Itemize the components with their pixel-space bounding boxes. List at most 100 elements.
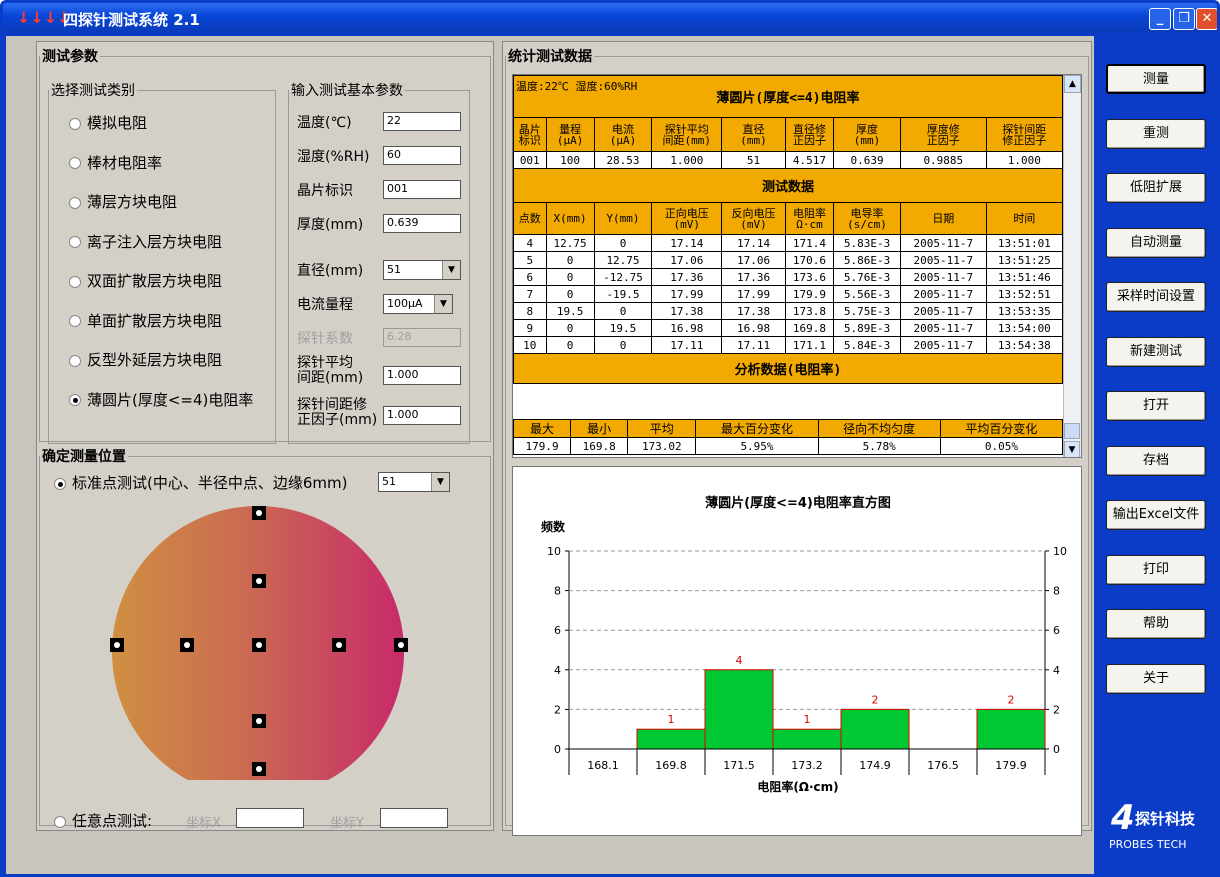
chevron-down-icon[interactable]: ▼ [431, 473, 449, 491]
radio-icon[interactable] [69, 275, 81, 288]
radio-icon[interactable] [54, 815, 66, 828]
sidebar-button-2[interactable]: 低阻扩展 [1106, 173, 1206, 203]
category-radio-5[interactable]: 单面扩散层方块电阻 [69, 310, 222, 331]
coord-x-input[interactable] [236, 808, 304, 828]
coord-y-input[interactable] [380, 808, 448, 828]
right-panel: 统计测试数据 温度:22℃ 湿度:60%RH 薄圆片(厚度<=4)电阻率 晶片 标识量… [502, 41, 1092, 836]
radio-icon[interactable] [69, 117, 81, 130]
radio-icon[interactable] [69, 315, 81, 327]
scroll-down-icon[interactable]: ▼ [1064, 441, 1080, 457]
header-text: 电阻率 [792, 206, 826, 220]
table-cell: 51 [721, 151, 786, 169]
table-row[interactable]: 7 0 -19.5 17.99 17.99 179.9 5.56E-3 2005-11-7 13… [513, 285, 1064, 303]
wafer-disc [112, 506, 404, 780]
x-tick-label: 171.5 [723, 759, 755, 772]
chevron-down-icon[interactable]: ▼ [434, 295, 452, 313]
sidebar-button-3[interactable]: 自动测量 [1106, 227, 1206, 258]
restore-button[interactable]: ❐ [1173, 8, 1195, 30]
header-text: 时间 [1013, 212, 1036, 225]
table-cell: 179.9 [513, 437, 572, 455]
sidebar-button-0[interactable]: 测量 [1106, 64, 1206, 94]
table-cell: -12.75 [593, 268, 653, 286]
category-radio-1[interactable]: 棒材电阻率 [69, 152, 162, 173]
table-row[interactable]: 10 0 0 17.11 17.11 171.1 5.84E-3 2005-11-7 13:54… [513, 336, 1064, 354]
category-radio-6[interactable]: 反型外延层方块电阻 [69, 349, 222, 370]
bar-value-label: 1 [668, 713, 675, 726]
category-radio-4[interactable]: 双面扩散层方块电阻 [69, 270, 222, 291]
category-radio-7[interactable]: 薄圆片(厚度<=4)电阻率 [69, 389, 253, 410]
histogram-bar [704, 669, 774, 750]
header-text: 直径修 [792, 122, 826, 136]
table-header: Y(mm) [593, 202, 653, 235]
table-cell: 28.53 [593, 151, 653, 169]
sidebar-button-11[interactable]: 关于 [1106, 663, 1206, 694]
diameter-select[interactable]: 51 ▼ [383, 260, 461, 280]
x-tick-label: 169.8 [655, 759, 687, 772]
param-input[interactable]: 60 [383, 146, 461, 165]
standard-points-radio[interactable]: 标准点测试(中心、半径中点、边缘6mm) [54, 472, 347, 493]
category-radio-0[interactable]: 模拟电阻 [69, 112, 147, 133]
header-text: (mm) [740, 133, 767, 147]
close-button[interactable]: ✕ [1196, 8, 1217, 30]
stats-title: 统计测试数据 [508, 49, 592, 65]
table-cell: 17.06 [651, 251, 723, 269]
category-radio-2[interactable]: 薄层方块电阻 [69, 191, 177, 212]
table-cell: 16.98 [651, 319, 723, 337]
range-select[interactable]: 100μA ▼ [383, 294, 453, 314]
scroll-thumb[interactable] [1064, 423, 1080, 439]
sidebar-button-8[interactable]: 输出Excel文件 [1106, 500, 1206, 530]
table-header: 厚度修 正因子 [899, 117, 987, 152]
table-cell: 5.89E-3 [833, 319, 901, 337]
analysis-header: 最大 [513, 419, 572, 438]
radio-icon[interactable] [69, 236, 81, 248]
standard-diameter-select[interactable]: 51 ▼ [378, 472, 450, 492]
coord-x-label: 坐标X [186, 816, 221, 831]
scroll-up-icon[interactable]: ▲ [1064, 75, 1081, 93]
table-row[interactable]: 6 0 -12.75 17.36 17.36 173.6 5.76E-3 2005-11-7 1… [513, 268, 1064, 286]
header-text: 点数 [518, 212, 541, 225]
table-cell: 2005-11-7 [899, 336, 987, 354]
position-group: 确定测量位置 标准点测试(中心、半径中点、边缘6mm) 51 ▼ [39, 446, 491, 831]
header-text: 探针间距 [1002, 122, 1047, 136]
param-input[interactable]: 001 [383, 180, 461, 199]
coord-y-label: 坐标Y [330, 816, 364, 831]
table-row[interactable]: 4 12.75 0 17.14 17.14 171.4 5.83E-3 2005-11-7 13… [513, 234, 1064, 252]
wafer-point [110, 638, 124, 652]
table-row[interactable]: 8 19.5 0 17.38 17.38 173.8 5.75E-3 2005-11-7 13:… [513, 302, 1064, 320]
table-row[interactable]: 5 0 12.75 17.06 17.06 170.6 5.86E-3 2005-11-7 13… [513, 251, 1064, 269]
sidebar-button-6[interactable]: 打开 [1106, 391, 1206, 421]
param-input[interactable]: 22 [383, 112, 461, 131]
sidebar-button-10[interactable]: 帮助 [1106, 609, 1206, 639]
sidebar-button-5[interactable]: 新建测试 [1106, 336, 1206, 367]
chart-title: 薄圆片(厚度<=4)电阻率直方图 [705, 495, 891, 511]
radio-icon[interactable] [69, 157, 81, 169]
table-cell: 5.56E-3 [833, 285, 901, 303]
table-row[interactable]: 9 0 19.5 16.98 16.98 169.8 5.89E-3 2005-11-7 13:… [513, 319, 1064, 337]
minimize-button[interactable]: _ [1149, 8, 1171, 30]
test-params-title: 测试参数 [42, 49, 98, 65]
category-label: 棒材电阻率 [87, 153, 163, 172]
vertical-scrollbar[interactable]: ▲ ▼ [1063, 75, 1081, 457]
sidebar-button-4[interactable]: 采样时间设置 [1106, 282, 1206, 312]
radio-icon[interactable] [69, 196, 81, 209]
table-cell: -19.5 [593, 285, 653, 303]
sidebar-button-1[interactable]: 重测 [1106, 118, 1206, 149]
category-radio-3[interactable]: 离子注入层方块电阻 [69, 231, 222, 252]
radio-icon[interactable] [69, 394, 81, 406]
radio-icon[interactable] [69, 354, 81, 367]
table-cell: 13:51:46 [985, 268, 1064, 286]
spacing-corr-input[interactable]: 1.000 [383, 406, 461, 425]
chevron-down-icon[interactable]: ▼ [442, 261, 460, 279]
category-label: 模拟电阻 [87, 114, 148, 132]
sidebar-button-9[interactable]: 打印 [1106, 554, 1206, 585]
param-label: 晶片标识 [297, 183, 353, 199]
analysis-header: 最小 [570, 419, 629, 438]
spacing-input[interactable]: 1.000 [383, 366, 461, 385]
data-table-area: 温度:22℃ 湿度:60%RH 薄圆片(厚度<=4)电阻率 晶片 标识 量程 (μA) 电流… [512, 74, 1082, 458]
arbitrary-point-radio[interactable]: 任意点测试: [54, 810, 152, 831]
param-label: 厚度(mm) [297, 217, 364, 233]
param-input[interactable]: 0.639 [383, 214, 461, 233]
radio-selected-icon[interactable] [54, 477, 66, 490]
table-cell: 171.1 [784, 336, 835, 354]
sidebar-button-7[interactable]: 存档 [1106, 445, 1206, 476]
